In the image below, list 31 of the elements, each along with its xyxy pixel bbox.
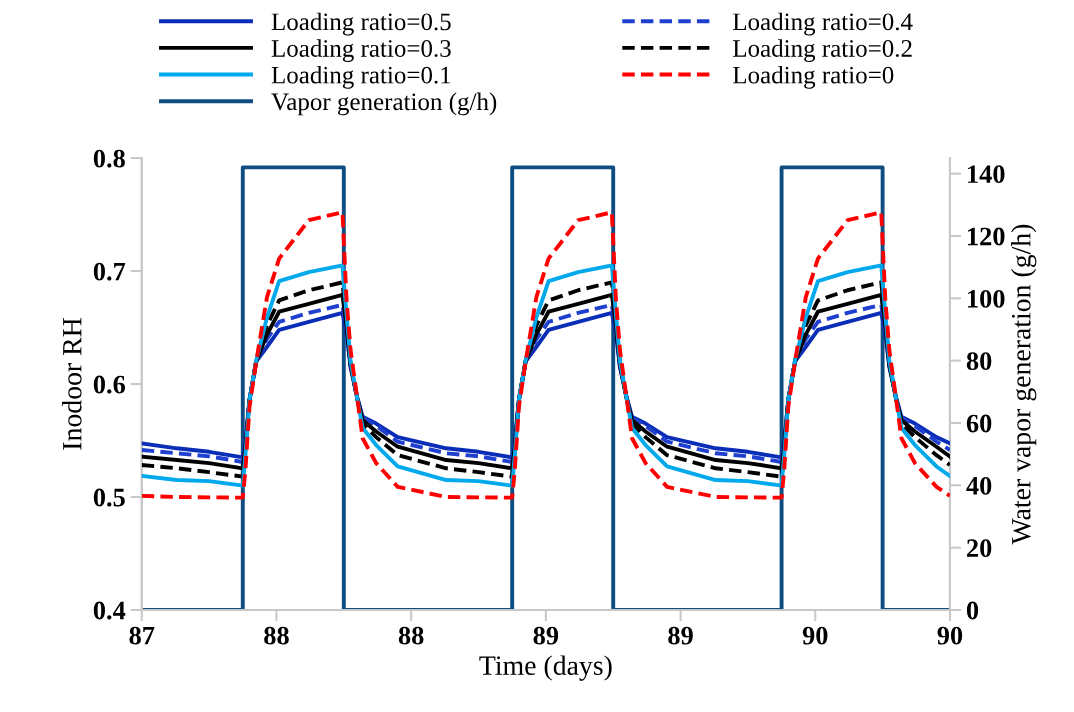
- x-tick-label: 89: [668, 626, 693, 645]
- y2-tick-label: 40: [966, 476, 992, 495]
- y-tick-label: 0.8: [93, 149, 125, 168]
- legend-label: Loading ratio=0.1: [271, 65, 451, 89]
- x-tick-label: 87: [129, 626, 155, 645]
- legend-label: Loading ratio=0.5: [271, 12, 451, 36]
- line-series: [141, 210, 950, 500]
- y-axis-title: Inodoor RH: [62, 318, 82, 450]
- legend-label: Loading ratio=0.2: [733, 39, 912, 63]
- legend-label: Loading ratio=0.4: [733, 12, 913, 36]
- x-tick-label: 88: [264, 626, 289, 645]
- y-tick-label: 0.4: [93, 601, 126, 620]
- y-tick-label: 0.6: [93, 375, 126, 394]
- y2-tick-label: 20: [967, 539, 992, 558]
- x-axis-title: Time (days): [479, 655, 612, 681]
- legend-label: Vapor generation (g/h): [271, 92, 497, 116]
- y2-tick-label: 120: [968, 227, 1005, 246]
- y2-tick-label: 140: [968, 165, 1005, 184]
- y2-tick-label: 0: [966, 601, 979, 620]
- x-tick-label: 89: [533, 626, 559, 645]
- x-tick-label: 88: [398, 626, 424, 645]
- y2-axis-title: Water vapor generation (g/h): [1011, 224, 1037, 545]
- x-tick-label: 90: [937, 626, 963, 645]
- legend-label: Loading ratio=0.3: [271, 39, 451, 63]
- y2-tick-label: 60: [966, 414, 992, 433]
- x-tick-label: 90: [802, 626, 828, 645]
- y-tick-label: 0.7: [93, 262, 126, 281]
- legend-label: Loading ratio=0: [733, 65, 894, 89]
- y-tick-label: 0.5: [93, 488, 125, 507]
- y2-tick-label: 100: [968, 289, 1005, 308]
- y2-tick-label: 80: [966, 352, 992, 371]
